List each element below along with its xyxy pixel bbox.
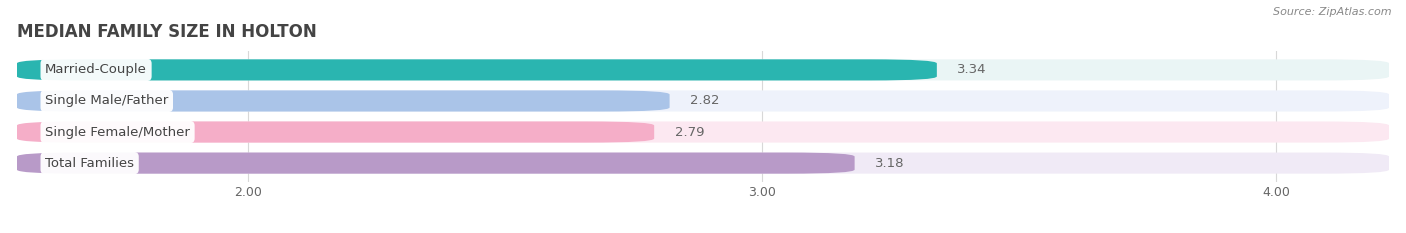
FancyBboxPatch shape <box>17 90 669 112</box>
Text: Total Families: Total Families <box>45 157 134 170</box>
FancyBboxPatch shape <box>17 121 1389 143</box>
Text: Single Female/Mother: Single Female/Mother <box>45 126 190 139</box>
Text: 3.18: 3.18 <box>875 157 904 170</box>
Text: Source: ZipAtlas.com: Source: ZipAtlas.com <box>1274 7 1392 17</box>
Text: 3.34: 3.34 <box>957 63 987 76</box>
FancyBboxPatch shape <box>17 59 936 80</box>
FancyBboxPatch shape <box>17 153 855 174</box>
Text: Single Male/Father: Single Male/Father <box>45 94 169 107</box>
Text: 2.79: 2.79 <box>675 126 704 139</box>
Text: MEDIAN FAMILY SIZE IN HOLTON: MEDIAN FAMILY SIZE IN HOLTON <box>17 23 316 41</box>
FancyBboxPatch shape <box>17 153 1389 174</box>
FancyBboxPatch shape <box>17 59 1389 80</box>
Text: 2.82: 2.82 <box>690 94 720 107</box>
Text: Married-Couple: Married-Couple <box>45 63 148 76</box>
FancyBboxPatch shape <box>17 90 1389 112</box>
FancyBboxPatch shape <box>17 121 654 143</box>
